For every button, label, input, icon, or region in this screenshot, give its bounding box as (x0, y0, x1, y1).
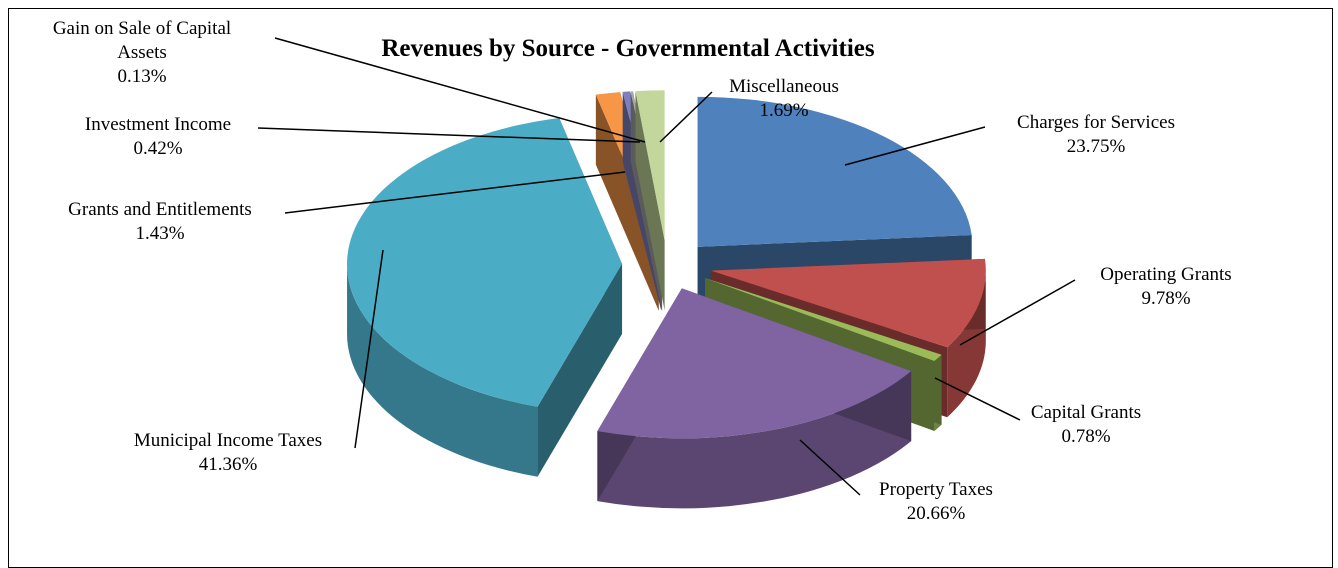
chart-title: Revenues by Source - Governmental Activi… (381, 35, 874, 62)
label-capital-grants: Capital Grants 0.78% (1031, 402, 1141, 447)
leader-investment-income (257, 127, 641, 143)
leader-municipal-income-taxes (354, 249, 384, 449)
slice-top (635, 90, 665, 241)
label-operating-grants: Operating Grants 9.78% (1100, 264, 1231, 309)
slice-rim (347, 263, 538, 477)
slice-top (697, 96, 972, 247)
pie-slices (347, 90, 986, 509)
leader-grants-and-entitlements (284, 171, 626, 214)
slice-wall (595, 94, 659, 311)
slice-rim (947, 270, 986, 418)
leader-property-taxes (799, 439, 861, 496)
slice-municipal-income-taxes (347, 117, 623, 477)
leader-operating-grants (959, 279, 1076, 346)
label-grants-and-entitlements: Grants and Entitlements 1.43% (68, 199, 252, 244)
slice-top (347, 117, 623, 407)
label-charges-for-services: Charges for Services 23.75% (1017, 112, 1175, 157)
slice-property-taxes (597, 288, 912, 509)
slice-labels: Charges for Services 23.75% Operating Gran… (53, 18, 1232, 524)
leader-miscellaneous (659, 91, 713, 143)
slice-top (710, 258, 986, 348)
leader-gain-on-sale-of-capital-assets (274, 37, 646, 143)
leader-capital-grants (934, 377, 1021, 421)
slice-wall (635, 91, 665, 311)
slice-top (597, 288, 912, 439)
label-municipal-income-taxes: Municipal Income Taxes 41.36% (134, 430, 322, 475)
slice-top (705, 278, 942, 361)
pie-chart: Revenues by Source - Governmental Activi… (53, 18, 1232, 524)
slice-rim (597, 371, 912, 509)
label-property-taxes: Property Taxes 20.66% (879, 479, 993, 524)
slice-miscellaneous (635, 90, 665, 311)
label-gain-on-sale-of-capital-assets: Gain on Sale of Capital Assets 0.13% (53, 18, 231, 87)
slice-wall (537, 263, 623, 477)
leader-charges-for-services (844, 126, 986, 166)
leader-lines (257, 37, 1076, 496)
label-investment-income: Investment Income 0.42% (85, 114, 231, 159)
label-miscellaneous: Miscellaneous 1.69% (729, 76, 839, 121)
